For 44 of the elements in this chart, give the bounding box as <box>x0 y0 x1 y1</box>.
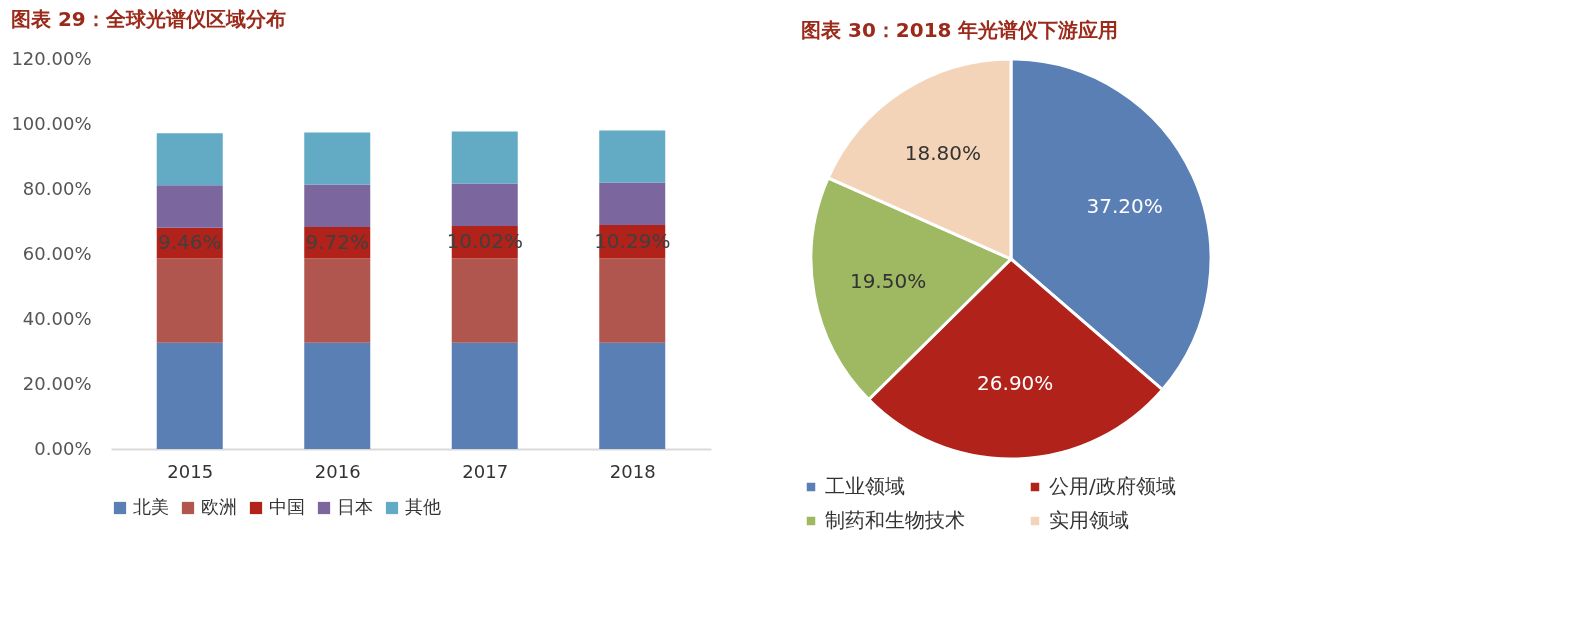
bar <box>599 182 666 226</box>
bar <box>451 183 518 226</box>
chart-title: 图表 29：全球光谱仪区域分布 <box>10 7 286 31</box>
bar <box>599 258 666 343</box>
data-label: 37.20% <box>1086 193 1163 218</box>
y-tick-label: 100.00% <box>11 112 92 134</box>
x-tick-label: 2017 <box>462 460 509 482</box>
x-tick-label: 2018 <box>609 460 656 482</box>
bar <box>451 258 518 343</box>
y-tick-label: 20.00% <box>22 372 92 394</box>
legend-label: 实用领域 <box>1049 508 1129 532</box>
bar <box>304 258 371 343</box>
y-tick-label: 40.00% <box>22 307 92 329</box>
bar <box>156 133 223 186</box>
legend-label: 工业领域 <box>825 474 905 498</box>
x-tick-label: 2015 <box>167 460 214 482</box>
bar <box>599 342 666 449</box>
chart-title: 图表 30：2018 年光谱仪下游应用 <box>801 18 1119 42</box>
legend-label: 其他 <box>405 496 441 517</box>
bar <box>304 342 371 449</box>
y-tick-label: 60.00% <box>22 242 92 264</box>
legend-label: 制药和生物技术 <box>825 508 965 532</box>
bar <box>156 185 223 228</box>
y-tick-label: 0.00% <box>34 437 92 459</box>
y-tick-label: 80.00% <box>22 177 92 199</box>
data-label: 9.72% <box>305 229 370 254</box>
legend-label: 日本 <box>337 496 373 517</box>
bar <box>156 258 223 343</box>
x-tick-label: 2016 <box>314 460 361 482</box>
bar <box>156 342 223 449</box>
data-label: 18.80% <box>904 141 981 166</box>
legend-label: 公用/政府领域 <box>1049 474 1176 498</box>
bar <box>451 342 518 449</box>
y-tick-label: 120.00% <box>11 47 92 69</box>
data-label: 19.50% <box>849 268 927 293</box>
bar <box>451 131 518 184</box>
bar <box>304 184 371 227</box>
data-label: 9.46% <box>157 230 222 255</box>
bar <box>304 132 371 185</box>
legend-label: 欧洲 <box>201 496 237 517</box>
bar <box>599 130 666 183</box>
legend-label: 北美 <box>133 496 169 517</box>
legend-label: 中国 <box>269 496 305 517</box>
data-label: 26.90% <box>977 370 1054 395</box>
